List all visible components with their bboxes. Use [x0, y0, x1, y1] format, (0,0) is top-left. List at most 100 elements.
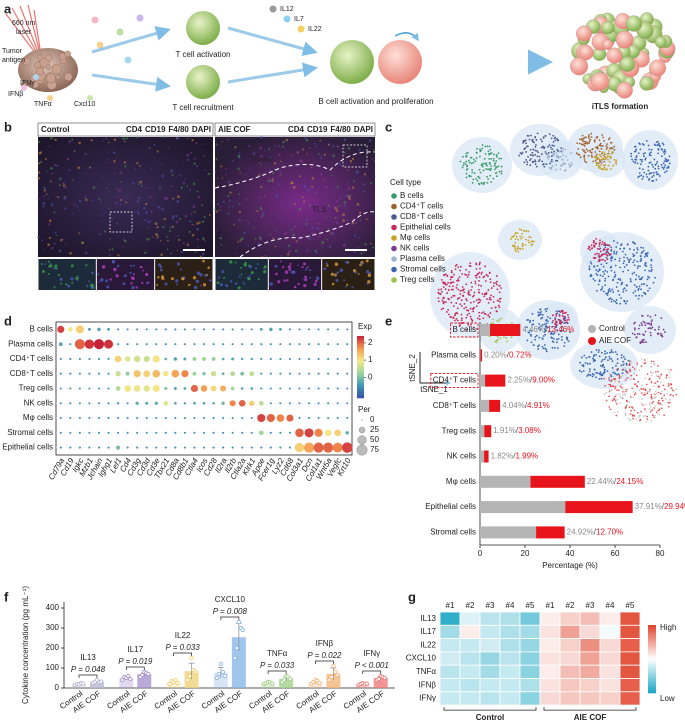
cytokine-label: IL12 — [280, 6, 294, 13]
cell-dot — [610, 349, 613, 351]
nucleus — [144, 186, 147, 189]
nucleus — [353, 180, 356, 183]
cell-dot — [442, 286, 445, 288]
inset-dot — [634, 392, 637, 395]
inset-cell — [263, 265, 267, 269]
colorbar-step — [357, 375, 364, 378]
cell-dot — [486, 181, 489, 184]
inset-cell — [360, 262, 363, 266]
heat-cell — [579, 678, 601, 693]
value-label: 0.20%/0.72% — [484, 350, 532, 359]
data-point — [364, 681, 369, 686]
channel-label: CD4 — [126, 125, 143, 134]
cell-dot — [516, 232, 519, 235]
inset-cell — [269, 282, 273, 286]
cell-dot — [450, 288, 453, 291]
nucleus — [247, 222, 250, 225]
dot — [298, 387, 301, 390]
cell-dot — [583, 158, 586, 160]
cell-dot — [444, 301, 447, 304]
cell-dot — [532, 319, 535, 322]
cell-dot — [492, 318, 494, 321]
nucleus — [351, 221, 355, 225]
value-label-part: 13.46% — [547, 325, 574, 334]
cell-dot — [514, 247, 517, 249]
nucleus — [225, 173, 228, 176]
dot — [222, 343, 225, 346]
nucleus — [157, 235, 159, 238]
cell-dot — [649, 315, 652, 318]
nucleus — [290, 154, 293, 156]
nucleus — [152, 236, 154, 238]
nucleus — [197, 195, 201, 199]
cell-dot — [530, 329, 533, 332]
cell-dot — [551, 144, 554, 147]
cell-dot — [452, 281, 455, 284]
cell-dot — [631, 158, 633, 161]
cell-dot — [461, 273, 464, 275]
nucleus — [351, 218, 354, 220]
cell-dot — [498, 170, 501, 173]
nucleus — [313, 142, 316, 145]
dot — [307, 328, 311, 331]
inset-dot — [646, 383, 648, 386]
inset-dot — [609, 383, 612, 386]
inset-cell — [85, 264, 88, 267]
cell-dot — [595, 371, 598, 374]
cell-dot — [468, 161, 471, 164]
nucleus — [291, 182, 294, 185]
cell-dot — [588, 356, 591, 358]
nucleus — [271, 237, 274, 240]
inset-cell — [223, 277, 226, 279]
separator: / — [545, 325, 548, 334]
row-label: Plasma cells — [8, 339, 53, 348]
cell-dot — [602, 270, 604, 273]
cell-dot — [494, 162, 496, 165]
cell-dot — [617, 290, 620, 292]
cell-dot — [646, 252, 649, 254]
cell-dot — [529, 164, 532, 167]
colorbar-step — [648, 627, 656, 630]
dot — [126, 328, 129, 331]
nucleus — [207, 172, 211, 176]
cell-dot — [451, 276, 454, 278]
cell-dot — [603, 243, 606, 245]
cell-dot — [520, 237, 522, 240]
antigen-label: antigen — [2, 57, 25, 64]
inset-dot — [662, 399, 664, 402]
dot — [332, 442, 343, 453]
inset-cell — [48, 265, 51, 268]
nucleus — [97, 184, 100, 187]
cell-dot — [510, 336, 513, 339]
dot — [250, 417, 253, 420]
cell-dot — [605, 243, 607, 246]
nucleus — [193, 162, 196, 165]
data-point — [269, 681, 275, 686]
cell-dot — [480, 273, 483, 275]
cell-dot — [486, 164, 488, 167]
cell-dot — [648, 327, 651, 329]
inset-dot — [637, 380, 639, 383]
cell-dot — [565, 155, 568, 158]
cell-dot — [601, 373, 604, 376]
dot — [69, 417, 72, 420]
cell-dot — [603, 273, 606, 275]
cell-dot — [657, 328, 660, 331]
dot — [327, 328, 330, 331]
heat-cell — [579, 664, 601, 679]
inset-dot — [639, 414, 641, 417]
legend-label: Control — [599, 324, 625, 333]
inset-dot — [648, 390, 651, 393]
colorbar-step — [357, 354, 364, 357]
inset-dot — [625, 369, 627, 371]
cell-dot — [544, 347, 547, 350]
cell-dot — [454, 268, 457, 271]
cell-dot — [650, 320, 653, 323]
cell-dot — [539, 308, 542, 311]
cell-dot — [614, 273, 617, 276]
inset-cell — [145, 272, 149, 277]
cell-dot — [622, 270, 625, 273]
nucleus — [201, 220, 205, 224]
inset-dot — [624, 373, 627, 376]
cell-dot — [537, 345, 539, 348]
